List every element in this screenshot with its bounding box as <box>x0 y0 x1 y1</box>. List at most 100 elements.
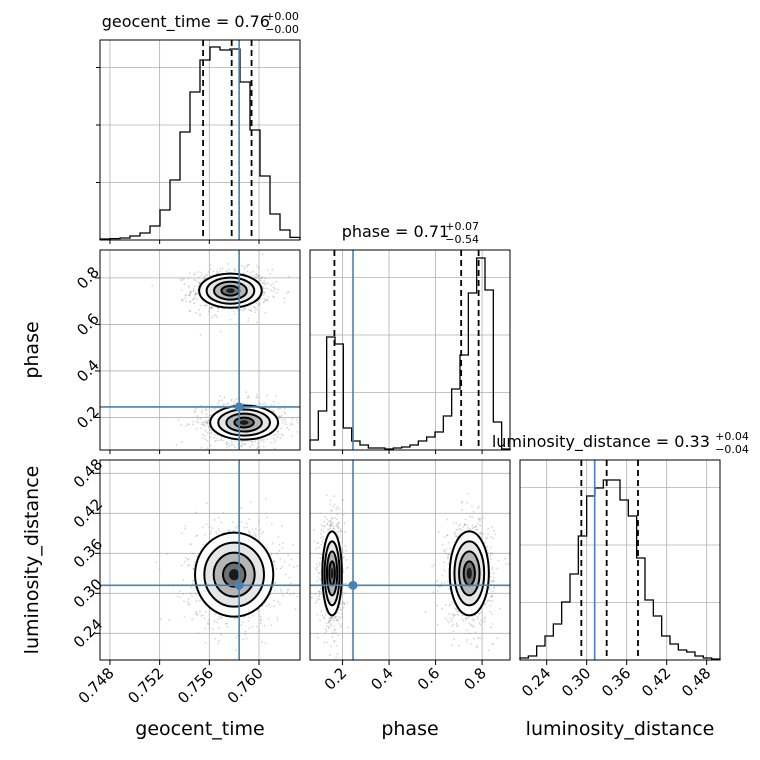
sample-point <box>446 534 448 537</box>
sample-point <box>232 310 235 313</box>
sample-point <box>463 523 466 526</box>
sample-point <box>471 618 474 621</box>
sample-point <box>245 637 248 640</box>
sample-point <box>223 396 226 399</box>
sample-point <box>341 551 344 553</box>
sample-point <box>278 415 281 418</box>
sample-point <box>316 613 319 616</box>
sample-point <box>492 576 495 579</box>
sample-point <box>263 291 266 294</box>
sample-point <box>264 277 267 280</box>
sample-point <box>331 521 334 524</box>
sample-point <box>444 604 447 606</box>
sample-point <box>479 517 482 520</box>
sample-point <box>330 519 332 522</box>
sample-point <box>283 407 286 410</box>
sample-point <box>491 568 494 571</box>
sample-point <box>263 624 266 627</box>
sample-point <box>212 628 214 630</box>
contour-0-0-0 <box>198 272 263 309</box>
sample-point <box>195 611 198 613</box>
sample-point <box>340 609 343 611</box>
sample-point <box>207 271 210 273</box>
sample-point <box>207 619 210 621</box>
sample-point <box>209 306 212 309</box>
sample-point <box>255 528 257 530</box>
sample-point <box>327 625 330 628</box>
sample-point <box>277 536 280 538</box>
sample-point <box>457 644 460 647</box>
sample-point <box>264 642 267 645</box>
ytick-label-phase-0: 0.2 <box>73 403 103 433</box>
sample-point <box>284 412 287 415</box>
sample-point <box>196 613 199 616</box>
sample-point <box>256 265 258 267</box>
sample-point <box>459 527 461 530</box>
title-luminosity_distance-upper: +0.04 <box>715 430 749 443</box>
sample-point <box>330 516 333 519</box>
sample-point <box>268 603 270 606</box>
sample-point <box>227 268 230 271</box>
sample-point <box>214 314 217 317</box>
sample-point <box>209 428 212 431</box>
sample-point <box>208 414 211 417</box>
contour-2-0-1 <box>323 540 341 607</box>
sample-point <box>234 446 236 449</box>
sample-point <box>487 527 490 530</box>
sample-point <box>477 637 480 639</box>
sample-point <box>199 334 202 336</box>
sample-point <box>281 418 284 421</box>
sample-point <box>328 620 330 623</box>
sample-point <box>255 302 258 305</box>
sample-point <box>449 603 451 606</box>
sample-point <box>292 592 295 595</box>
sample-point <box>486 600 489 603</box>
sample-point <box>257 446 260 449</box>
title-phase: phase = 0.71+0.07−0.54 <box>342 220 479 246</box>
sample-point <box>334 628 337 631</box>
sample-point <box>208 426 211 428</box>
sample-point <box>255 447 258 450</box>
sample-point <box>272 290 275 293</box>
sample-point <box>181 441 183 443</box>
sample-point <box>191 579 194 582</box>
sample-point <box>452 613 455 616</box>
sample-point <box>278 416 281 419</box>
sample-point <box>336 524 339 527</box>
density-level-0-0-4 <box>226 288 235 293</box>
sample-point <box>317 552 320 555</box>
sample-point <box>336 518 338 521</box>
sample-point <box>198 599 201 602</box>
sample-point <box>319 557 322 559</box>
sample-point <box>188 294 191 297</box>
sample-point <box>346 626 349 629</box>
sample-point <box>325 630 328 633</box>
sample-point <box>474 631 477 634</box>
sample-point <box>333 640 336 643</box>
sample-point <box>270 289 272 292</box>
sample-point <box>486 536 489 539</box>
sample-point <box>175 443 178 446</box>
sample-point <box>336 506 339 508</box>
sample-point <box>473 526 476 529</box>
sample-point <box>275 568 278 570</box>
sample-point <box>473 637 475 640</box>
sample-point <box>211 316 214 319</box>
sample-point <box>220 521 223 524</box>
sample-point <box>168 618 171 621</box>
sample-point <box>214 433 216 436</box>
sample-point <box>336 530 339 533</box>
sample-point <box>345 558 348 561</box>
sample-point <box>184 294 187 297</box>
sample-point <box>218 399 221 402</box>
sample-point <box>280 590 283 593</box>
sample-point <box>260 277 263 280</box>
sample-point <box>277 402 280 405</box>
sample-point <box>204 304 207 307</box>
sample-point <box>262 291 265 293</box>
sample-point <box>220 437 223 439</box>
sample-point <box>187 423 190 426</box>
sample-point <box>447 621 450 624</box>
contour-0-1-3 <box>233 416 255 429</box>
sample-point <box>248 309 251 312</box>
